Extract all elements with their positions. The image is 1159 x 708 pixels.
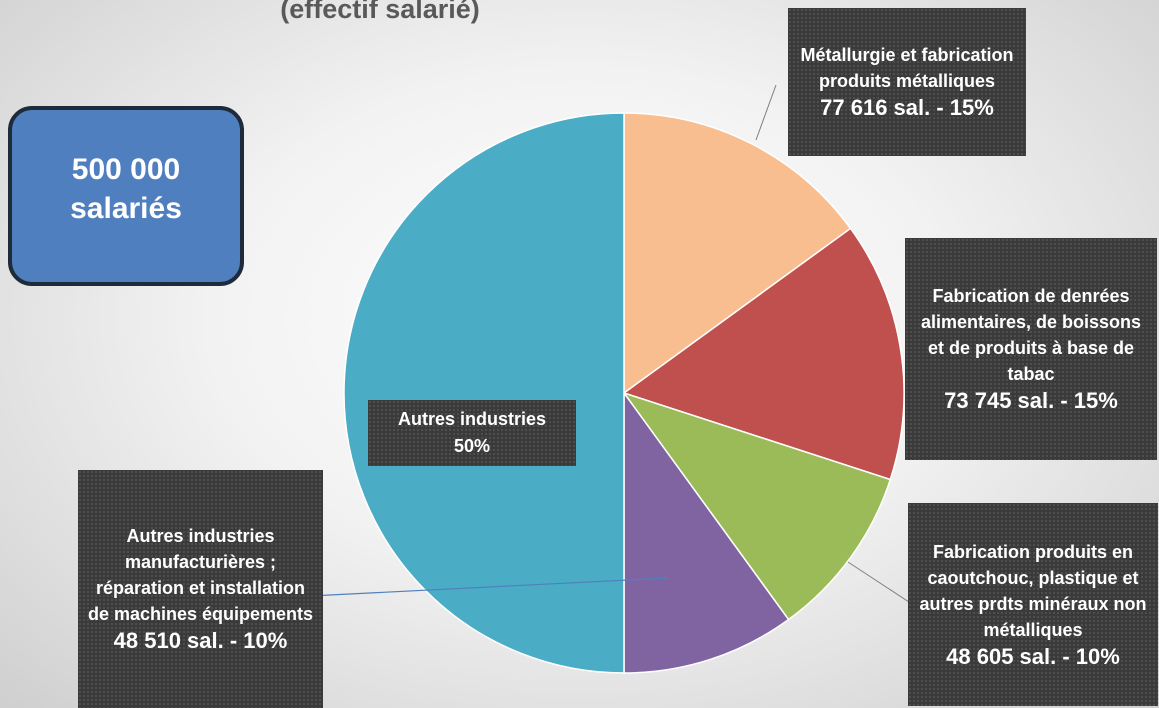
label-category: Fabrication de denrées alimentaires, de … — [920, 286, 1142, 384]
label-value: 48 510 sal. - 10% — [113, 628, 288, 653]
chart-title: (effectif salarié) — [280, 0, 480, 24]
pie — [343, 112, 905, 674]
label-category: Autres industries manufacturières ; répa… — [87, 526, 314, 624]
label-category: Métallurgie et fabrication produits méta… — [800, 45, 1014, 91]
leader-line — [289, 577, 669, 598]
data-label: Autres industries 50% — [368, 400, 576, 466]
label-value: 50% — [453, 436, 491, 456]
pie-slice — [622, 391, 892, 621]
label-value: 73 745 sal. - 15% — [944, 388, 1118, 413]
data-label: Fabrication produits en caoutchouc, plas… — [908, 503, 1158, 706]
pie-slice — [623, 390, 790, 674]
label-category: Autres industries — [397, 409, 547, 429]
leader-line — [755, 84, 777, 141]
pie-slice — [622, 227, 905, 481]
label-value: 77 616 sal. - 15% — [820, 95, 994, 120]
data-label: Fabrication de denrées alimentaires, de … — [905, 238, 1157, 460]
total-box: 500 000 salariés — [8, 106, 244, 286]
label-category: Fabrication produits en caoutchouc, plas… — [919, 541, 1147, 640]
data-label: Autres industries manufacturières ; répa… — [78, 470, 323, 708]
pie-slice — [623, 112, 852, 395]
label-value: 48 605 sal. - 10% — [946, 643, 1120, 669]
pie-slice — [343, 112, 625, 674]
data-label: Métallurgie et fabrication produits méta… — [788, 8, 1026, 156]
